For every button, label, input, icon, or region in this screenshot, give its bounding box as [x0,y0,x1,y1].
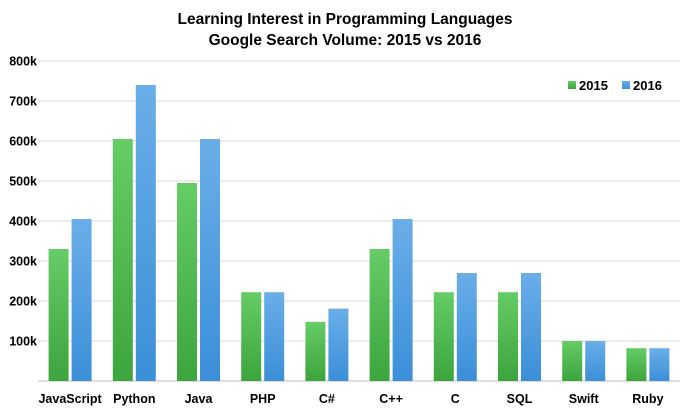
bar-2015-php [241,292,262,381]
y-tick-label: 600k [9,135,37,149]
bar-2015-swift [562,341,583,381]
legend: 2015 2016 [568,78,662,93]
bar-2016-swift [585,341,606,381]
bar-2016-c [328,308,349,381]
y-tick-label: 100k [9,335,37,349]
bar-2015-java [177,183,197,381]
x-category-label: Swift [569,392,600,406]
bar-2016-javascript [71,219,92,381]
legend-label-2015: 2015 [579,78,608,93]
bar-2015-javascript [48,249,69,381]
bar-2015-c [433,292,454,381]
bars [48,85,670,381]
bar-2016-c [392,219,413,381]
x-category-label: Ruby [632,392,663,406]
x-category-label: C [451,392,460,406]
x-category-label: Python [113,392,155,406]
y-tick-label: 500k [9,175,37,189]
x-axis-categories: JavaScript Python Java PHP C# C++ C SQL Swift Rub… [38,392,663,406]
x-category-label: C# [319,392,335,406]
bar-2016-ruby [649,348,670,381]
bar-2016-python [135,85,156,381]
bar-2016-php [264,292,285,381]
bar-2015-sql [498,292,518,381]
y-tick-label: 800k [9,55,37,69]
y-tick-label: 300k [9,255,37,269]
x-category-label: Java [185,392,214,406]
y-tick-label: 700k [9,95,37,109]
x-category-label: JavaScript [38,392,102,406]
y-axis-ticks: 100k 200k 300k 400k 500k 600k 700k 800k [9,55,37,349]
legend-swatch-2015 [568,81,576,89]
bar-2015-python [112,139,133,381]
legend-label-2016: 2016 [633,78,662,93]
bar-2015-c [369,249,390,381]
legend-swatch-2016 [622,81,630,89]
chart-title: Learning Interest in Programming Languag… [177,11,512,28]
x-category-label: SQL [507,392,533,406]
y-tick-label: 400k [9,215,37,229]
bar-2016-java [200,139,220,381]
bar-2015-c [305,321,326,381]
bar-2016-sql [521,273,541,381]
bar-2015-ruby [626,348,647,381]
bar-2016-c [456,273,477,381]
y-tick-label: 200k [9,295,37,309]
chart-subtitle: Google Search Volume: 2015 vs 2016 [209,32,482,49]
x-category-label: PHP [250,392,276,406]
gridlines [38,60,680,382]
x-category-label: C++ [379,392,403,406]
